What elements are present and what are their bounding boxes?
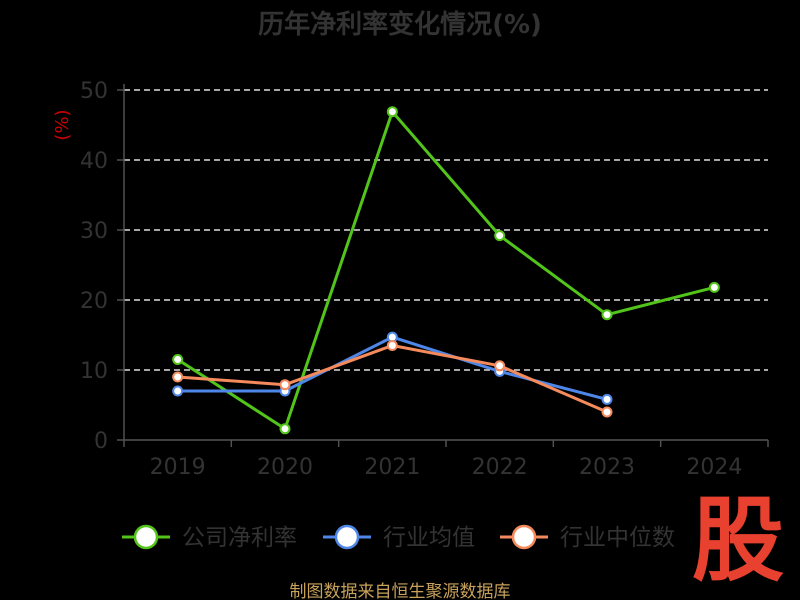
data-point — [172, 354, 184, 365]
data-point — [172, 385, 184, 397]
series-line — [176, 110, 715, 431]
chart-title: 历年净利率变化情况(%) — [258, 9, 542, 40]
data-point — [494, 230, 506, 242]
x-tick-label: 2020 — [257, 455, 313, 480]
y-tick-label: 50 — [80, 79, 108, 104]
data-point — [386, 340, 398, 351]
x-tick-label: 2023 — [579, 455, 635, 480]
data-point — [601, 406, 613, 418]
legend-label: 行业中位数 — [560, 525, 675, 551]
legend-swatch-marker — [133, 524, 159, 550]
y-tick-label: 0 — [94, 429, 108, 454]
y-tick-label: 10 — [80, 359, 108, 384]
data-point — [386, 106, 398, 118]
x-tick-label: 2021 — [364, 455, 420, 480]
data-point — [601, 309, 613, 321]
legend-swatch-marker — [511, 524, 537, 550]
data-point — [708, 281, 720, 293]
series-2 — [172, 340, 613, 418]
data-source-note: 制图数据来自恒生聚源数据库 — [290, 582, 511, 600]
y-tick-label: 20 — [80, 289, 108, 314]
grid-lines — [124, 89, 768, 371]
data-point — [601, 393, 613, 405]
legend-item: 公司净利率 — [122, 524, 297, 551]
legend-label: 公司净利率 — [182, 525, 297, 551]
legend: 公司净利率 行业均值 行业中位数 — [122, 524, 675, 551]
y-tick-label: 40 — [80, 149, 108, 174]
data-point — [494, 360, 506, 372]
data-point — [279, 379, 291, 391]
legend-item: 行业中位数 — [500, 524, 675, 551]
x-tick-label: 2024 — [686, 455, 742, 480]
y-tick-label: 30 — [80, 219, 108, 244]
data-point — [279, 423, 291, 435]
legend-label: 行业均值 — [383, 525, 475, 551]
watermark-logo: 股 — [692, 487, 784, 594]
data-point — [172, 371, 184, 383]
series-lines — [172, 106, 720, 435]
legend-item: 行业均值 — [323, 524, 475, 551]
axes: 0 10 20 30 40 50 2019 2020 2021 2022 2023 2024 — [80, 79, 769, 480]
legend-swatch-marker — [334, 524, 360, 550]
series-0 — [172, 106, 720, 435]
x-tick-label: 2022 — [472, 455, 528, 480]
y-axis-unit: (%) — [52, 109, 73, 140]
x-tick-label: 2019 — [150, 455, 206, 480]
